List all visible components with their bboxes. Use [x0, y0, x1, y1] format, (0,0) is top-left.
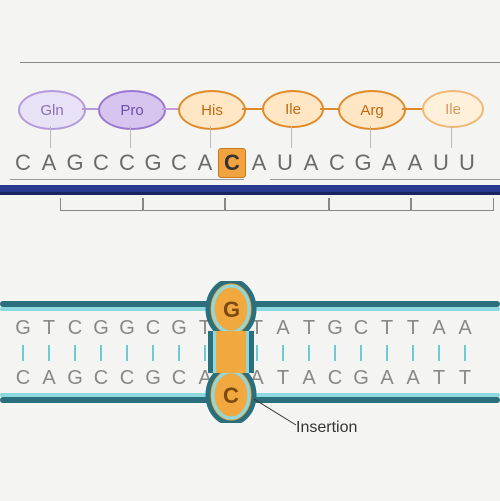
dna-insertion-panel: GTCGGCGTTATGCTTAA CAGCCGCAATACGAATT G C … — [0, 295, 500, 475]
mrna-sequence: CAGCCGCACAUACGAAUU — [10, 150, 480, 176]
peptide-bond — [242, 108, 262, 110]
nucleotide: U — [428, 150, 454, 176]
base-pair-tick — [412, 345, 414, 361]
peptide-bond — [320, 108, 338, 110]
nucleotide: A — [452, 317, 478, 340]
base-pair-tick — [386, 345, 388, 361]
label-connector — [250, 395, 300, 430]
template-strand-shadow — [0, 192, 500, 195]
nucleotide: C — [114, 367, 140, 390]
divider — [20, 62, 500, 63]
nucleotide: A — [376, 150, 402, 176]
nucleotide: C — [322, 367, 348, 390]
nucleotide: C — [88, 367, 114, 390]
codon-bracket — [328, 198, 412, 211]
nucleotide: G — [348, 367, 374, 390]
nucleotide: A — [296, 367, 322, 390]
nucleotide: U — [272, 150, 298, 176]
nucleotide: A — [374, 367, 400, 390]
amino-acid-gln: Gln — [18, 90, 86, 130]
inserted-base-top: G — [223, 297, 240, 323]
amino-acid-pro: Pro — [98, 90, 166, 130]
nucleotide: A — [36, 150, 62, 176]
base-pair-tick — [282, 345, 284, 361]
codon-bracket — [60, 198, 144, 211]
inserted-nucleotide: C — [218, 148, 246, 178]
nucleotide: C — [10, 150, 36, 176]
nucleotide: G — [62, 367, 88, 390]
nucleotide: T — [400, 317, 426, 340]
base-pair-tick — [178, 345, 180, 361]
peptide-bond — [402, 108, 422, 110]
nucleotide: G — [62, 150, 88, 176]
nucleotide: C — [62, 317, 88, 340]
nucleotide: A — [246, 150, 272, 176]
nucleotide: G — [10, 317, 36, 340]
nucleotide: C — [88, 150, 114, 176]
amino-acid-his: His — [178, 90, 246, 130]
amino-acid-arg: Arg — [338, 90, 406, 130]
nucleotide: T — [374, 317, 400, 340]
nucleotide: G — [350, 150, 376, 176]
amino-acid-chain: Gln Pro His Ile Arg Ile — [0, 90, 500, 130]
nucleotide: C — [10, 367, 36, 390]
nucleotide: U — [454, 150, 480, 176]
codon-bracket — [142, 198, 226, 211]
nucleotide: C — [140, 317, 166, 340]
base-pair-tick — [464, 345, 466, 361]
base-pair-tick — [22, 345, 24, 361]
nucleotide: A — [192, 150, 218, 176]
base-pair-tick — [308, 345, 310, 361]
nucleotide: C — [348, 317, 374, 340]
nucleotide: G — [140, 150, 166, 176]
amino-acid-ile: Ile — [262, 90, 324, 128]
nucleotide: T — [426, 367, 452, 390]
base-pair-tick — [100, 345, 102, 361]
nucleotide: G — [140, 367, 166, 390]
nucleotide: C — [166, 150, 192, 176]
nucleotide: T — [296, 317, 322, 340]
codon-bracket — [224, 198, 330, 211]
nucleotide: G — [322, 317, 348, 340]
base-pair-tick — [48, 345, 50, 361]
amino-acid-ile: Ile — [422, 90, 484, 128]
nucleotide: A — [298, 150, 324, 176]
base-pair-tick — [334, 345, 336, 361]
nucleotide: T — [36, 317, 62, 340]
base-pair-tick — [438, 345, 440, 361]
nucleotide: C — [166, 367, 192, 390]
template-strand-bar — [0, 185, 500, 192]
nucleotide: A — [402, 150, 428, 176]
base-pair-tick — [74, 345, 76, 361]
peptide-bond — [82, 108, 98, 110]
nucleotide: A — [400, 367, 426, 390]
insertion-label: Insertion — [296, 419, 357, 437]
nucleotide: G — [166, 317, 192, 340]
nucleotide: G — [114, 317, 140, 340]
nucleotide: C — [114, 150, 140, 176]
nucleotide: A — [36, 367, 62, 390]
base-pair-tick — [126, 345, 128, 361]
base-pair-tick — [360, 345, 362, 361]
nucleotide: A — [270, 317, 296, 340]
peptide-bond — [162, 108, 178, 110]
nucleotide: T — [452, 367, 478, 390]
codon-bracket — [410, 198, 494, 211]
nucleotide: A — [426, 317, 452, 340]
translation-panel: GlnProHisIleArgIle CAGCCGCACAUACGAAUU — [0, 90, 500, 230]
nucleotide: G — [88, 317, 114, 340]
nucleotide: T — [270, 367, 296, 390]
nucleotide: C — [324, 150, 350, 176]
base-pair-tick — [152, 345, 154, 361]
inserted-base-bottom: C — [223, 383, 239, 409]
